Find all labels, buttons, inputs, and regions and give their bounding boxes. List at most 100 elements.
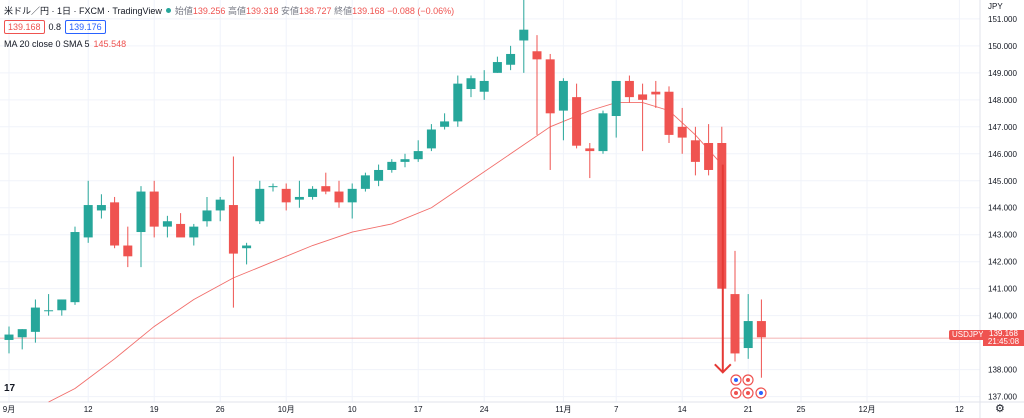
- chart-legend: 米ドル／円 · 1日 · FXCM · TradingView 始値139.25…: [4, 3, 454, 49]
- candle-body: [70, 232, 80, 303]
- candle-body: [136, 191, 146, 233]
- tradingview-logo-icon[interactable]: 17: [4, 383, 16, 394]
- ma-indicator-label[interactable]: MA 20 close 0 SMA 5: [4, 39, 90, 49]
- candle-body: [585, 148, 595, 152]
- ma-line: [48, 102, 723, 403]
- candle-body: [255, 188, 265, 222]
- chart-title: 米ドル／円 · 1日 · FXCM · TradingView: [4, 5, 162, 16]
- candle-body: [242, 245, 252, 249]
- ma-indicator-value: 145.548: [93, 39, 127, 49]
- candle-body: [572, 97, 582, 146]
- y-tick-label: 149.000: [988, 69, 1017, 78]
- symbol-badge: USDJPY: [949, 330, 987, 340]
- ohlc-key: 始値: [174, 5, 193, 16]
- candle-body: [506, 53, 516, 65]
- ohlc-key: 高値: [227, 5, 246, 16]
- y-tick-label: 140.000: [988, 312, 1017, 321]
- y-tick-label: 146.000: [988, 150, 1017, 159]
- y-axis-unit: JPY: [988, 2, 1003, 11]
- candle-body: [638, 94, 648, 100]
- candle-body: [123, 245, 133, 257]
- candle-body: [611, 80, 621, 117]
- ohlc-key: 終値: [334, 5, 353, 16]
- x-tick-label: 19: [150, 405, 159, 414]
- candle-body: [413, 151, 423, 160]
- candle-body: [215, 199, 225, 211]
- candle-body: [466, 78, 476, 90]
- y-tick-label: 144.000: [988, 204, 1017, 213]
- candle-body: [558, 80, 568, 111]
- candle-body: [347, 188, 357, 203]
- candle-body: [374, 169, 384, 181]
- x-tick-label: 26: [216, 405, 225, 414]
- event-icon-dot: [734, 391, 738, 395]
- candle-body: [440, 121, 450, 127]
- x-tick-label: 14: [678, 405, 687, 414]
- candle-body: [426, 129, 436, 149]
- candle-body: [334, 191, 344, 203]
- candle-body: [96, 205, 106, 211]
- candle-body: [479, 80, 489, 92]
- ohlc-key: 安値: [281, 5, 300, 16]
- candle-body: [268, 186, 278, 188]
- candle-body: [294, 196, 304, 200]
- candle-body: [651, 91, 661, 95]
- current-price-value: 139.168: [989, 329, 1018, 338]
- x-tick-label: 12月: [859, 405, 876, 414]
- spread-value: 0.8: [48, 22, 62, 32]
- candle-body: [321, 186, 331, 192]
- candle-body: [598, 113, 608, 152]
- y-tick-label: 138.000: [988, 366, 1017, 375]
- x-tick-label: 17: [414, 405, 423, 414]
- y-tick-label: 142.000: [988, 258, 1017, 267]
- x-tick-label: 12: [955, 405, 964, 414]
- ask-price[interactable]: 139.176: [65, 20, 106, 34]
- candle-body: [281, 188, 291, 203]
- candle-body: [189, 226, 199, 238]
- candle-body: [4, 334, 14, 340]
- candle-body: [532, 51, 542, 60]
- down-arrow-icon: [714, 363, 732, 374]
- candle-body: [202, 210, 212, 222]
- ohlc-value: 139.318: [245, 5, 281, 16]
- y-tick-label: 151.000: [988, 15, 1017, 24]
- y-tick-label: 148.000: [988, 96, 1017, 105]
- event-icon-dot: [746, 391, 750, 395]
- ohlc-value: 139.168: [352, 5, 388, 16]
- event-icon-dot: [746, 378, 750, 382]
- event-icon-dot: [759, 391, 763, 395]
- candle-body: [308, 188, 318, 197]
- candle-body: [162, 221, 172, 227]
- candle-body: [624, 80, 634, 98]
- x-tick-label: 9月: [3, 405, 15, 414]
- candle-body: [30, 307, 40, 332]
- candle-body: [545, 59, 555, 114]
- candle-body: [57, 299, 67, 311]
- y-tick-label: 137.000: [988, 393, 1017, 402]
- candle-body: [730, 294, 740, 354]
- ohlc-value: −0.088 (−0.06%): [387, 5, 455, 16]
- candle-body: [704, 142, 714, 170]
- candle-body: [387, 161, 397, 170]
- y-tick-label: 147.000: [988, 123, 1017, 132]
- candle-body: [228, 205, 238, 254]
- ohlc-value: 138.727: [299, 5, 335, 16]
- candle-body: [677, 126, 687, 138]
- candle-body: [149, 191, 159, 227]
- ohlc-values: 始値139.256 高値139.318 安値138.727 終値139.168 …: [175, 4, 454, 17]
- countdown-time: 21:45:08: [987, 337, 1020, 346]
- y-tick-label: 143.000: [988, 231, 1017, 240]
- candle-body: [360, 175, 370, 189]
- gear-icon[interactable]: ⚙: [995, 403, 1005, 415]
- current-price-badge: 139.168 21:45:08: [983, 330, 1024, 346]
- candle-body: [690, 140, 700, 162]
- candle-body: [110, 202, 120, 246]
- candle-body: [756, 321, 766, 338]
- x-tick-label: 7: [614, 405, 619, 414]
- ohlc-value: 139.256: [192, 5, 228, 16]
- market-status-icon: [165, 7, 171, 13]
- bid-price[interactable]: 139.168: [4, 20, 45, 34]
- candle-body: [664, 91, 674, 135]
- x-tick-label: 25: [797, 405, 806, 414]
